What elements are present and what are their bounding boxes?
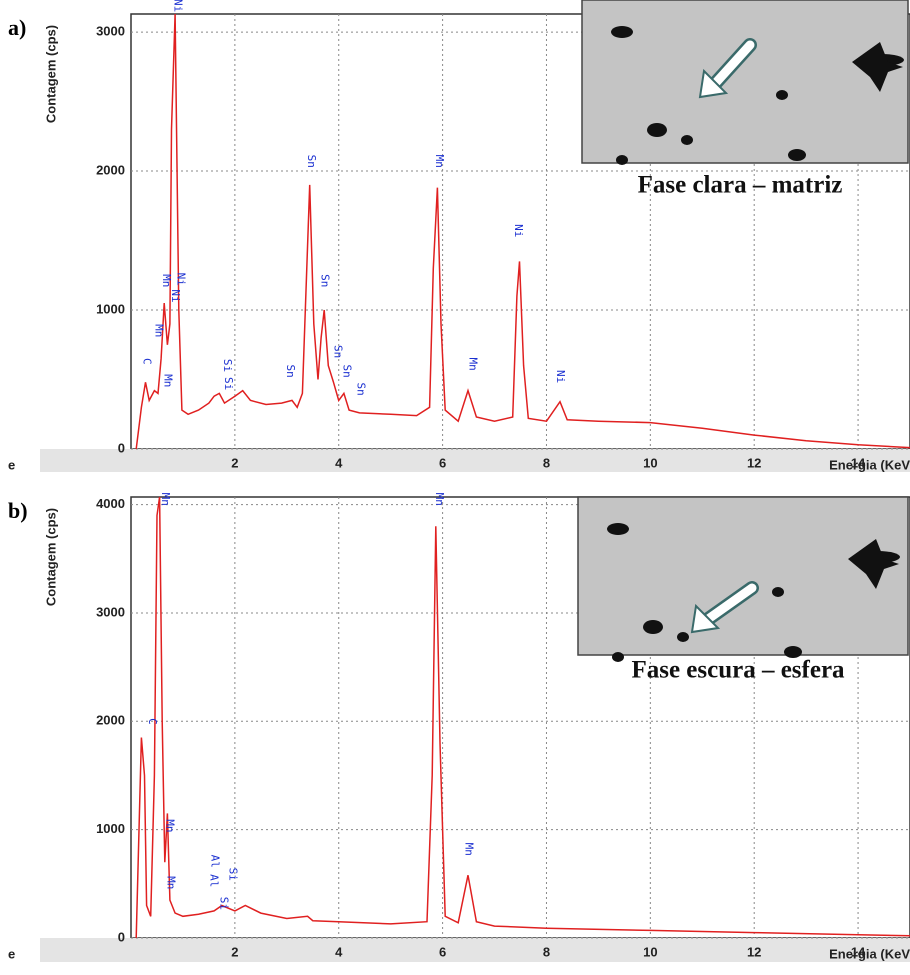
- peak-label: Al: [209, 855, 222, 868]
- spectrum-line: [135, 496, 910, 939]
- corner-label: e: [8, 457, 15, 472]
- inset-image: [577, 496, 909, 656]
- x-tick-label: 10: [643, 455, 657, 470]
- y-tick-label: 1000: [96, 821, 125, 836]
- x-axis-label: Energia (KeV: [829, 457, 910, 472]
- inset-particle: [677, 632, 689, 642]
- peak-label: C: [141, 358, 154, 365]
- y-tick-label: 2000: [96, 713, 125, 728]
- x-tick-label: 4: [335, 455, 343, 470]
- corner-label: e: [8, 946, 15, 961]
- inset-particle: [612, 652, 624, 662]
- peak-label: Sn: [332, 345, 345, 358]
- peak-label: Ni: [174, 273, 187, 286]
- x-tick-label: 6: [439, 455, 446, 470]
- inset-particle: [776, 90, 788, 100]
- peak-label: Ni: [172, 0, 185, 12]
- peak-label: Al: [208, 874, 221, 887]
- inset-particle: [616, 155, 628, 165]
- inset-particle: [784, 646, 802, 658]
- peak-label: Mn: [163, 819, 176, 832]
- panel-label: a): [8, 15, 26, 40]
- peak-label: Mn: [165, 876, 178, 889]
- peak-label: Si: [226, 868, 239, 881]
- inset-particle: [607, 523, 629, 535]
- peak-label: Si: [221, 359, 234, 372]
- peak-label: Mn: [463, 843, 476, 856]
- inset-particle: [643, 620, 663, 634]
- x-axis-strip: [40, 449, 910, 472]
- peak-label: Sn: [319, 274, 332, 287]
- x-tick-label: 6: [439, 944, 446, 959]
- y-tick-label: 1000: [96, 301, 125, 316]
- peak-label: Ni: [554, 370, 567, 383]
- peak-label: Si: [222, 377, 235, 390]
- y-axis-label: Contagem (cps): [43, 25, 58, 123]
- inset-particle: [772, 587, 784, 597]
- inset-image: [581, 0, 909, 164]
- x-tick-label: 2: [231, 944, 238, 959]
- inset-particle: [848, 539, 899, 589]
- peak-label: Mn: [433, 155, 446, 168]
- peak-label: Mn: [467, 357, 480, 370]
- x-axis-strip: [40, 938, 910, 962]
- x-tick-label: 14: [851, 944, 866, 959]
- y-tick-label: 3000: [96, 24, 125, 39]
- inset-caption: Fase escura – esfera: [631, 657, 845, 684]
- peak-label: C: [146, 718, 159, 725]
- x-tick-label: 8: [543, 455, 550, 470]
- peak-label: Sn: [355, 382, 368, 395]
- x-tick-label: 14: [851, 455, 866, 470]
- inset-arrow-head: [698, 68, 729, 99]
- inset-particle: [647, 123, 667, 137]
- peak-label: Sn: [341, 364, 354, 377]
- panel-label: b): [8, 498, 28, 523]
- peak-label: Si: [217, 897, 230, 910]
- inset-caption: Fase clara – matriz: [638, 172, 843, 199]
- inset-arrow: [707, 40, 755, 92]
- peak-label: Mn: [153, 324, 166, 337]
- peak-label: Mn: [160, 274, 173, 287]
- x-tick-label: 10: [643, 944, 657, 959]
- peak-label: Mn: [161, 374, 174, 387]
- peak-label: Sn: [284, 364, 297, 377]
- peak-label: Ni: [169, 289, 182, 302]
- x-axis-label: Energia (KeV: [829, 946, 910, 961]
- inset-particle: [681, 135, 693, 145]
- peak-label: Mn: [433, 493, 446, 506]
- y-tick-label: 4000: [96, 496, 125, 511]
- x-tick-label: 12: [747, 944, 761, 959]
- y-tick-label: 2000: [96, 162, 125, 177]
- y-tick-label: 0: [118, 929, 125, 944]
- x-tick-label: 4: [335, 944, 343, 959]
- inset-arrow: [699, 583, 757, 627]
- inset-particle: [611, 26, 633, 38]
- x-tick-label: 2: [231, 455, 238, 470]
- peak-label: Ni: [512, 224, 525, 237]
- inset-particle: [852, 42, 903, 92]
- x-tick-label: 12: [747, 455, 761, 470]
- inset-particle: [788, 149, 806, 161]
- spectrum-line: [135, 13, 910, 450]
- peak-label: Sn: [305, 155, 318, 168]
- y-axis-label: Contagem (cps): [43, 508, 58, 606]
- inset-arrow-head: [690, 603, 721, 634]
- y-tick-label: 0: [118, 440, 125, 455]
- peak-label: Mn: [159, 493, 172, 506]
- y-tick-label: 3000: [96, 604, 125, 619]
- x-tick-label: 8: [543, 944, 550, 959]
